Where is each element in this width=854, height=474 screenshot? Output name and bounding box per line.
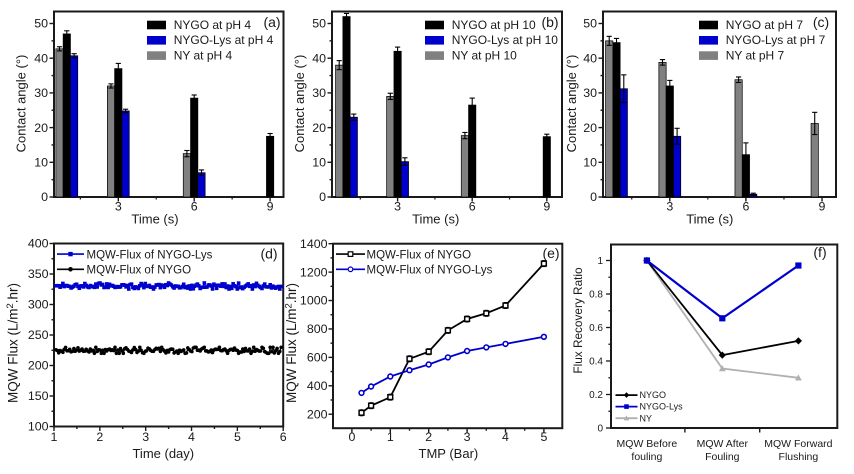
svg-text:0: 0 <box>319 190 326 204</box>
svg-text:40: 40 <box>34 51 48 65</box>
svg-text:250: 250 <box>28 328 49 342</box>
svg-text:Time (s): Time (s) <box>131 211 178 226</box>
svg-text:Time (s): Time (s) <box>412 211 459 226</box>
svg-text:MQW-Flux of NYGO: MQW-Flux of NYGO <box>87 265 192 277</box>
svg-text:20: 20 <box>583 121 597 135</box>
svg-text:350: 350 <box>28 267 49 281</box>
svg-text:40: 40 <box>312 51 326 65</box>
svg-text:400: 400 <box>307 379 328 393</box>
svg-text:4: 4 <box>502 430 509 444</box>
svg-text:6: 6 <box>280 430 287 444</box>
svg-text:Contact angle (°): Contact angle (°) <box>14 55 29 153</box>
svg-text:0.8: 0.8 <box>589 290 603 301</box>
svg-text:MQW Before: MQW Before <box>617 438 678 450</box>
svg-text:600: 600 <box>307 351 328 365</box>
svg-text:30: 30 <box>583 86 597 100</box>
svg-text:1000: 1000 <box>300 294 328 308</box>
svg-text:Flux Recovery Ratio: Flux Recovery Ratio <box>571 267 585 374</box>
svg-text:0.4: 0.4 <box>589 357 603 368</box>
svg-text:(f): (f) <box>813 244 826 260</box>
svg-text:3: 3 <box>666 200 673 214</box>
svg-text:30: 30 <box>312 86 326 100</box>
svg-text:9: 9 <box>819 200 826 214</box>
svg-text:1: 1 <box>51 430 58 444</box>
svg-text:MQW Flux (L/m2.hr): MQW Flux (L/m2.hr) <box>5 283 21 403</box>
svg-text:0: 0 <box>41 190 48 204</box>
svg-text:0.2: 0.2 <box>589 390 603 401</box>
svg-text:3: 3 <box>394 200 401 214</box>
svg-text:(c): (c) <box>813 14 829 30</box>
svg-text:0: 0 <box>590 190 597 204</box>
svg-text:NYGO-Lys at pH 7: NYGO-Lys at pH 7 <box>726 33 826 47</box>
svg-text:NY at pH 10: NY at pH 10 <box>452 49 517 63</box>
svg-text:Contact angle (°): Contact angle (°) <box>564 55 579 153</box>
svg-text:Time (day): Time (day) <box>132 446 194 461</box>
svg-text:(a): (a) <box>263 14 280 30</box>
svg-text:NYGO-Lys: NYGO-Lys <box>640 402 684 412</box>
svg-text:NYGO at pH 7: NYGO at pH 7 <box>726 18 804 32</box>
svg-text:3: 3 <box>142 430 149 444</box>
svg-text:200: 200 <box>307 407 328 421</box>
svg-text:NYGO at pH 4: NYGO at pH 4 <box>174 18 252 32</box>
svg-text:2: 2 <box>96 430 103 444</box>
svg-text:MQW-Flux of NYGO-Lys: MQW-Flux of NYGO-Lys <box>87 249 213 261</box>
svg-text:MQW-Flux of NYGO-Lys: MQW-Flux of NYGO-Lys <box>367 265 493 277</box>
svg-text:Contact angle (°): Contact angle (°) <box>292 55 307 153</box>
svg-text:(d): (d) <box>260 246 277 262</box>
svg-text:300: 300 <box>28 298 49 312</box>
svg-text:NYGO: NYGO <box>640 390 667 400</box>
svg-text:NY at pH 4: NY at pH 4 <box>174 49 233 63</box>
svg-text:3: 3 <box>115 200 122 214</box>
svg-text:0: 0 <box>597 424 603 435</box>
svg-text:Flushing: Flushing <box>779 451 819 463</box>
svg-text:20: 20 <box>34 121 48 135</box>
svg-text:10: 10 <box>583 156 597 170</box>
svg-text:10: 10 <box>34 156 48 170</box>
svg-text:1200: 1200 <box>300 265 328 279</box>
svg-text:9: 9 <box>267 200 274 214</box>
svg-text:TMP (Bar): TMP (Bar) <box>419 446 479 461</box>
svg-text:6: 6 <box>469 200 476 214</box>
svg-text:NYGO-Lys at pH 10: NYGO-Lys at pH 10 <box>452 33 559 47</box>
svg-text:0: 0 <box>348 430 355 444</box>
svg-text:30: 30 <box>34 86 48 100</box>
svg-text:40: 40 <box>583 51 597 65</box>
svg-text:200: 200 <box>28 359 49 373</box>
svg-text:50: 50 <box>312 17 326 31</box>
svg-text:1400: 1400 <box>300 237 328 251</box>
svg-text:2: 2 <box>425 430 432 444</box>
svg-text:Time (s): Time (s) <box>686 211 733 226</box>
svg-text:400: 400 <box>28 237 49 251</box>
svg-text:5: 5 <box>540 430 547 444</box>
svg-text:MQW-Flux of NYGO: MQW-Flux of NYGO <box>367 249 472 261</box>
svg-text:20: 20 <box>312 121 326 135</box>
svg-text:(e): (e) <box>542 245 559 261</box>
svg-text:NYGO at pH 10: NYGO at pH 10 <box>452 18 536 32</box>
svg-text:5: 5 <box>234 430 241 444</box>
svg-text:9: 9 <box>543 200 550 214</box>
svg-text:3: 3 <box>464 430 471 444</box>
svg-text:Fouling: Fouling <box>705 451 740 463</box>
svg-text:(b): (b) <box>541 14 558 30</box>
svg-text:800: 800 <box>307 322 328 336</box>
svg-text:fouling: fouling <box>631 451 662 463</box>
svg-text:1: 1 <box>597 256 603 267</box>
svg-text:6: 6 <box>742 200 749 214</box>
svg-text:MQW After: MQW After <box>697 438 749 450</box>
svg-text:10: 10 <box>312 156 326 170</box>
svg-text:NYGO-Lys at pH 4: NYGO-Lys at pH 4 <box>174 33 274 47</box>
svg-text:MQW Forward: MQW Forward <box>764 438 832 450</box>
svg-text:NY: NY <box>640 413 653 423</box>
svg-text:MQW Flux (L/m2.hr): MQW Flux (L/m2.hr) <box>284 283 300 403</box>
svg-text:0.6: 0.6 <box>589 323 603 334</box>
svg-text:1: 1 <box>387 430 394 444</box>
svg-text:6: 6 <box>191 200 198 214</box>
svg-text:50: 50 <box>583 17 597 31</box>
svg-text:NY at pH 7: NY at pH 7 <box>726 49 785 63</box>
svg-text:100: 100 <box>28 420 49 434</box>
svg-text:50: 50 <box>34 17 48 31</box>
svg-text:4: 4 <box>188 430 195 444</box>
svg-text:150: 150 <box>28 389 49 403</box>
